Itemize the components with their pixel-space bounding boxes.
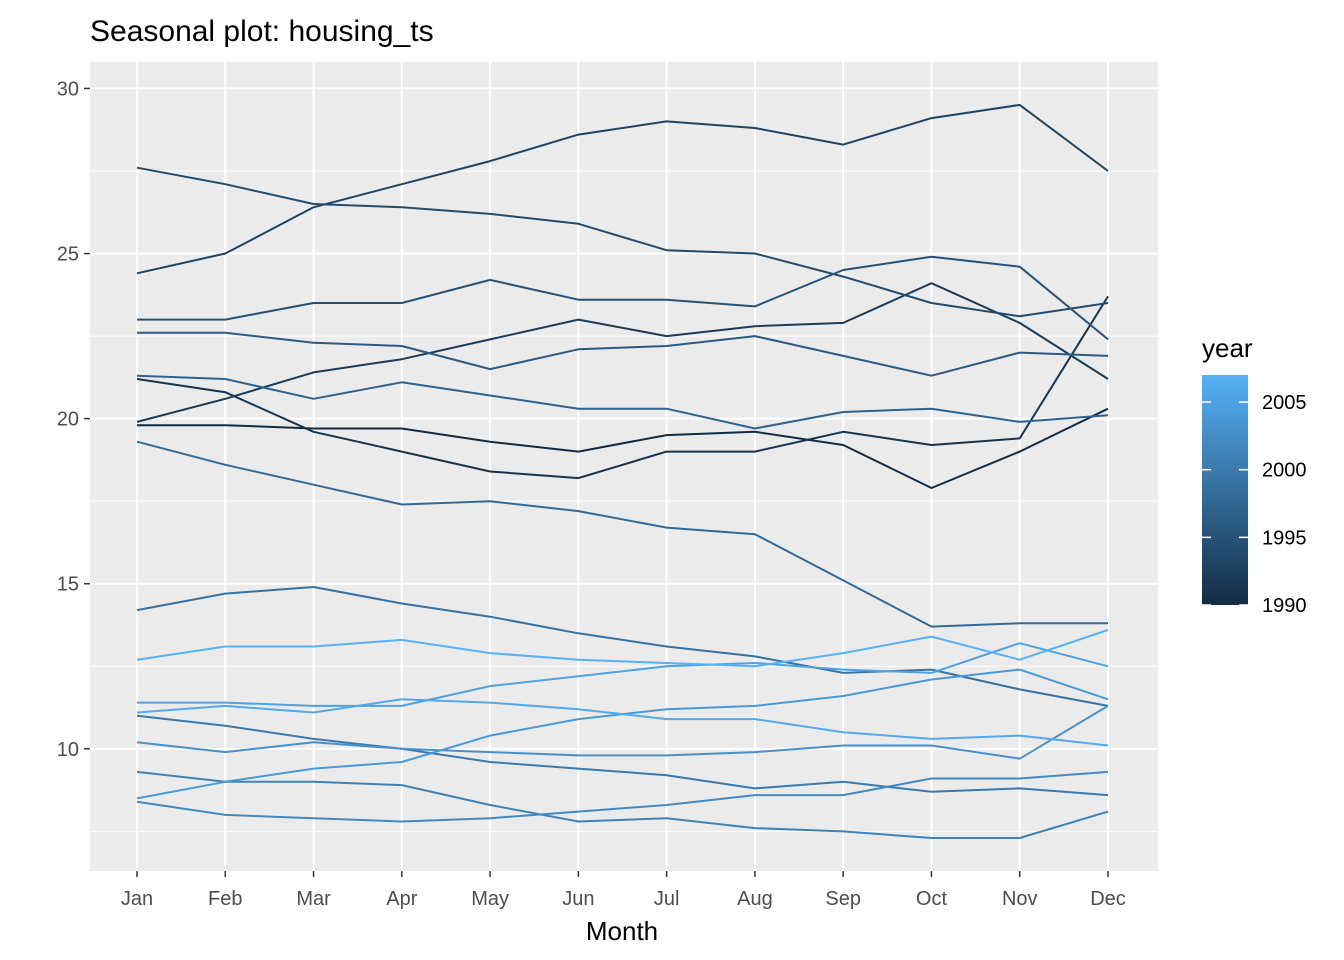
x-tick-label: Apr [386,888,417,910]
series-line-1994 [136,166,1109,318]
series-line-2000 [136,714,1109,797]
legend-tick-label: 2005 [1262,392,1307,414]
chart-title: Seasonal plot: housing_ts [90,15,434,48]
y-tick-label: 15 [57,574,79,596]
y-tick-label: 25 [57,244,79,266]
legend-tick-label: 1990 [1262,595,1307,617]
series-line-1999 [136,586,1109,707]
major-gridlines [90,62,1158,871]
series-line-1990 [137,407,1109,489]
series-line-2001 [136,770,1109,839]
x-axis-title: Month [586,916,658,946]
legend-title: year [1202,333,1253,363]
series-lines [136,103,1109,839]
x-tick-label: May [471,888,509,910]
x-tick-label: Sep [825,888,861,910]
series-line-2007 [136,629,1109,668]
legend-tick-label: 1995 [1262,527,1307,549]
series-line-1998 [136,440,1108,628]
minor-gridlines [90,170,1158,832]
series-line-1991 [136,295,1109,480]
series-line-1993 [136,103,1109,275]
color-legend: year 1990 1995 2000 2005 [1202,333,1307,617]
legend-colorbar [1202,375,1248,605]
y-tick-label: 20 [57,409,79,431]
legend-ticks: 1990 1995 2000 2005 [1202,392,1307,617]
x-tick-label: Oct [916,888,948,910]
series-line-2006 [136,698,1109,747]
series-line-2005 [137,642,1109,707]
x-tick-label: Mar [296,888,331,910]
series-line-1995 [137,255,1109,341]
series-line-1997 [136,374,1109,430]
series-line-2002 [136,770,1109,823]
series-line-1996 [137,331,1109,377]
y-axis: 10 15 20 25 30 [57,78,90,761]
x-tick-label: Jul [654,888,680,910]
x-tick-label: Jan [121,888,153,910]
series-line-2003 [136,705,1109,760]
x-tick-label: Jun [562,888,594,910]
x-axis: Jan Feb Mar Apr May Jun Jul Aug Sep Oct Nov Dec [121,871,1126,910]
legend-tick-label: 2000 [1262,460,1307,482]
x-tick-label: Feb [208,888,242,910]
x-tick-label: Dec [1090,888,1126,910]
x-tick-label: Aug [737,888,773,910]
series-line-1992 [136,282,1109,423]
x-tick-label: Nov [1002,888,1038,910]
y-tick-label: 30 [57,78,79,100]
y-tick-label: 10 [57,739,79,761]
